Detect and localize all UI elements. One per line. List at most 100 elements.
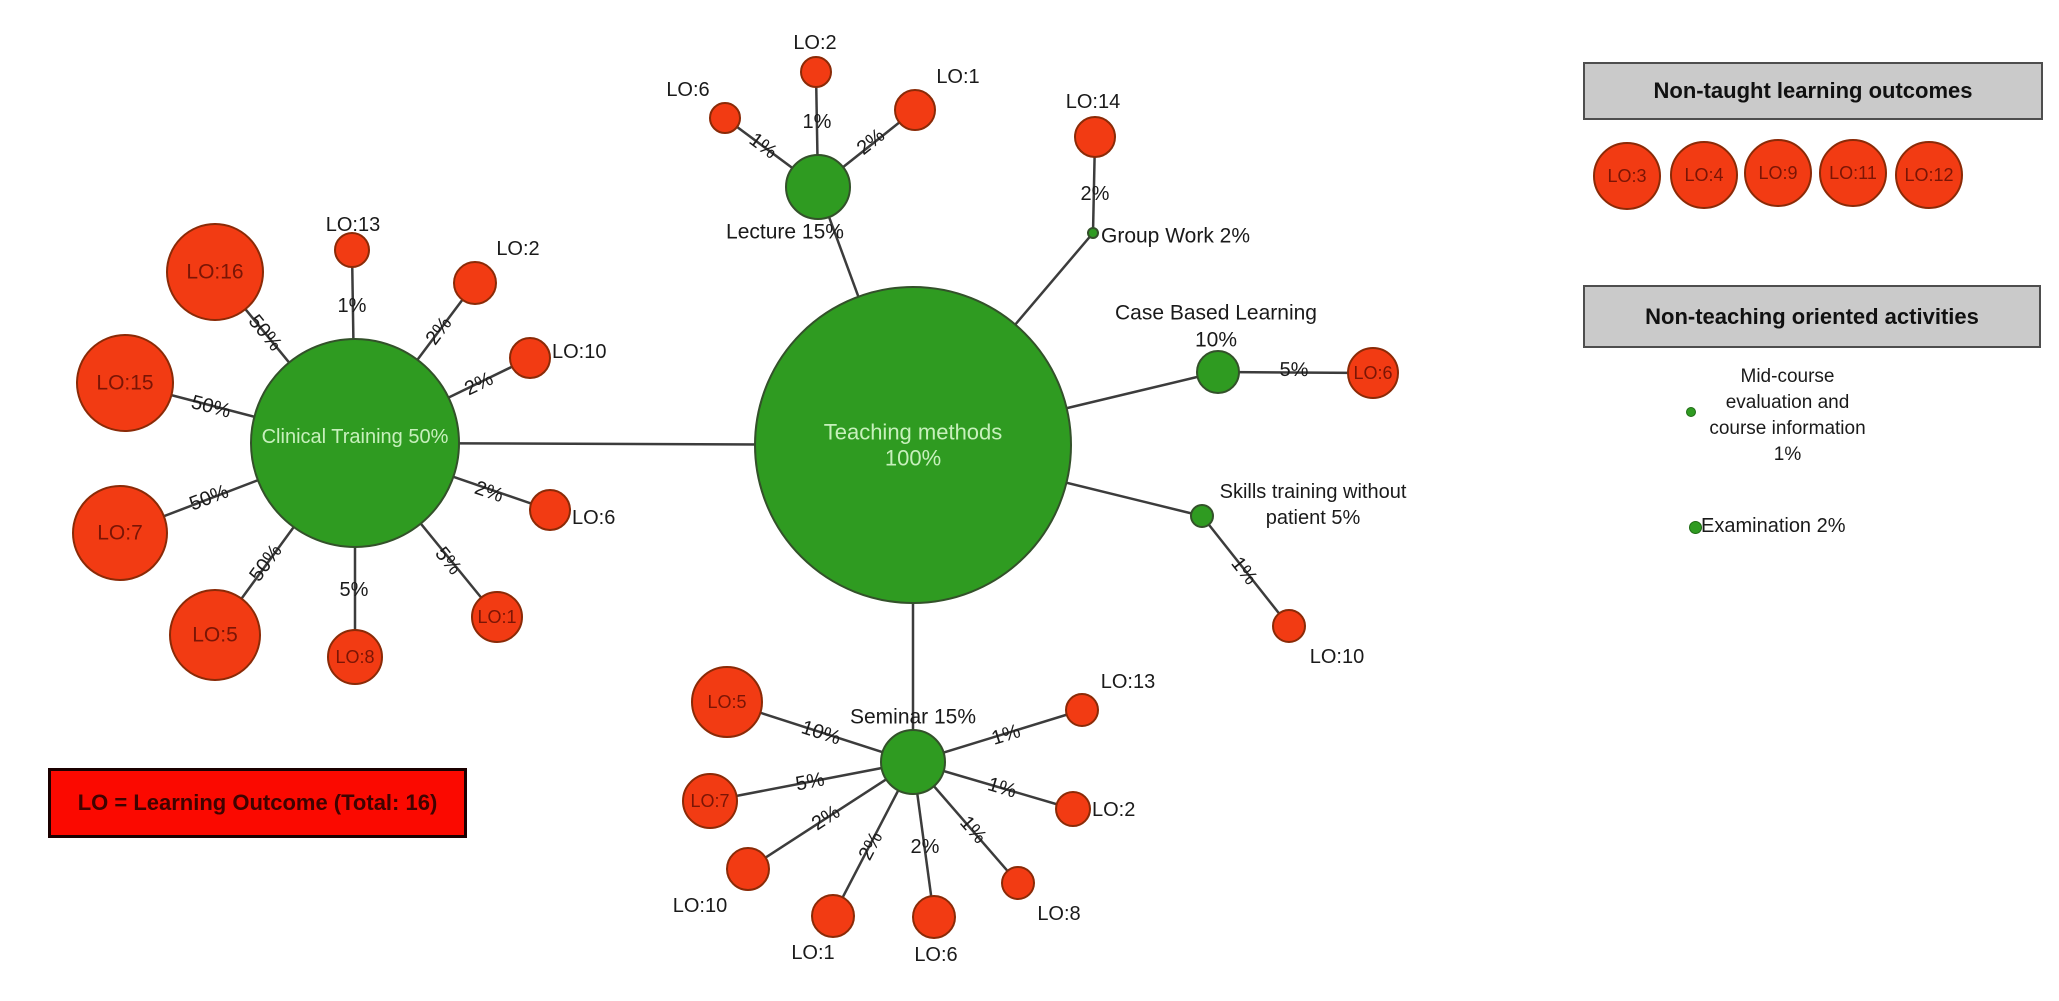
edge-percent-label-lecture-lec-lo2: 1%: [803, 111, 832, 133]
node-label-seminar: Seminar 15%: [850, 706, 976, 729]
non-teaching-activities-header: Non-teaching oriented activities: [1583, 285, 2041, 348]
node-lec-lo2: [800, 56, 832, 88]
edge-percent-label-groupwork-gw-lo14: 2%: [1081, 183, 1110, 205]
node-label-lec-lo6: LO:6: [666, 79, 709, 101]
node-cl-lo7: [72, 485, 168, 581]
node-nt-lo11: [1819, 139, 1887, 207]
edge-percent-label-clinical-cl-lo2: 2%: [422, 313, 457, 349]
node-label-cl-lo6: LO:6: [572, 507, 615, 529]
node-label-cbl-lo6: LO:6: [1353, 363, 1392, 383]
edge-percent-label-seminar-sem-lo2: 1%: [985, 773, 1019, 802]
node-label-sem-lo5: LO:5: [707, 692, 746, 712]
node-label-cl-lo5: LO:5: [192, 624, 238, 647]
mid-course-evaluation-label: Mid-course evaluation and course informa…: [1709, 366, 1866, 465]
node-label-sem-lo8: LO:8: [1037, 903, 1080, 925]
edge-percent-label-seminar-sem-lo7: 5%: [794, 768, 827, 795]
node-nt-lo9: [1744, 139, 1812, 207]
node-label-lecture: Lecture 15%: [726, 221, 844, 244]
node-label-skills: patient 5%: [1266, 507, 1361, 529]
edge-percent-label-clinical-cl-lo15: 50%: [189, 391, 233, 422]
node-nt-lo3: [1593, 142, 1661, 210]
node-label-sem-lo7: LO:7: [690, 791, 729, 811]
node-clinical: [250, 338, 460, 548]
examination-label: Examination 2%: [1701, 515, 1846, 537]
node-label-nt-lo9: LO:9: [1758, 163, 1797, 183]
node-nt-lo4: [1670, 141, 1738, 209]
node-label-cl-lo10: LO:10: [552, 341, 606, 363]
node-label-cl-lo16: LO:16: [186, 261, 243, 284]
node-seminar: [880, 729, 946, 795]
node-label-lec-lo1: LO:1: [936, 66, 979, 88]
node-label-clinical: Clinical Training 50%: [262, 426, 449, 448]
node-label-cl-lo8: LO:8: [335, 647, 374, 667]
edge-percent-label-seminar-sem-lo1: 2%: [855, 828, 888, 864]
node-cl-lo16: [166, 223, 264, 321]
node-label-cl-lo2: LO:2: [496, 238, 539, 260]
edge-percent-label-lecture-lec-lo6: 1%: [745, 129, 781, 164]
node-lec-lo1: [894, 89, 936, 131]
node-cl-lo5: [169, 589, 261, 681]
edge-seminar-sem-lo7: [709, 760, 914, 803]
edge-percent-label-cbl-cbl-lo6: 5%: [1279, 359, 1308, 381]
edge-percent-label-seminar-sem-lo5: 10%: [799, 716, 844, 749]
node-label-cbl: 10%: [1195, 329, 1237, 352]
node-label-cl-lo1: LO:1: [477, 607, 516, 627]
node-label-nt-lo3: LO:3: [1607, 166, 1646, 186]
edge-percent-label-seminar-sem-lo13: 1%: [989, 720, 1023, 750]
node-label-sem-lo1: LO:1: [791, 942, 834, 964]
node-label-nt-lo11: LO:11: [1829, 163, 1877, 183]
node-sem-lo5: [691, 666, 763, 738]
node-label-sem-lo2: LO:2: [1092, 799, 1135, 821]
mid-course-bullet-dot-icon: [1686, 407, 1696, 417]
node-lecture: [785, 154, 851, 220]
node-cl-lo15: [76, 334, 174, 432]
node-label-gw-lo14: LO:14: [1066, 91, 1120, 113]
node-skills: [1190, 504, 1214, 528]
node-sem-lo13: [1065, 693, 1099, 727]
edge-percent-label-clinical-cl-lo16: 50%: [244, 311, 287, 356]
node-label-nt-lo4: LO:4: [1684, 165, 1723, 185]
node-label-cl-lo15: LO:15: [96, 372, 153, 395]
node-label-sem-lo6: LO:6: [914, 944, 957, 966]
node-label-lec-lo2: LO:2: [793, 32, 836, 54]
node-cl-lo13: [334, 232, 370, 268]
node-sk-lo10: [1272, 609, 1306, 643]
node-cl-lo1: [471, 591, 523, 643]
edge-skills-sk-lo10: [1201, 515, 1290, 627]
non-taught-outcomes-header: Non-taught learning outcomes: [1583, 62, 2043, 120]
edge-percent-label-clinical-cl-lo7: 50%: [186, 480, 231, 515]
node-label-groupwork: Group Work 2%: [1101, 225, 1250, 248]
node-label-sem-lo13: LO:13: [1101, 671, 1155, 693]
node-sem-lo10: [726, 847, 770, 891]
node-sem-lo6: [912, 895, 956, 939]
node-label-teaching: 100%: [885, 446, 941, 471]
node-cl-lo2: [453, 261, 497, 305]
node-cl-lo8: [327, 629, 383, 685]
edge-percent-label-clinical-cl-lo8: 5%: [340, 579, 369, 601]
node-cbl: [1196, 350, 1240, 394]
node-cbl-lo6: [1347, 347, 1399, 399]
examination-bullet-dot-icon: [1689, 521, 1702, 534]
node-label-cl-lo7: LO:7: [97, 522, 143, 545]
node-cl-lo10: [509, 337, 551, 379]
edge-percent-label-clinical-cl-lo10: 2%: [461, 368, 497, 401]
edge-percent-label-seminar-sem-lo10: 2%: [808, 801, 844, 835]
node-sem-lo8: [1001, 866, 1035, 900]
node-sem-lo7: [682, 773, 738, 829]
edge-percent-label-seminar-sem-lo6: 2%: [911, 836, 940, 858]
node-label-skills: Skills training without: [1220, 481, 1407, 503]
edge-percent-label-clinical-cl-lo6: 2%: [472, 477, 507, 507]
node-sem-lo1: [811, 894, 855, 938]
node-teaching: [754, 286, 1072, 604]
node-label-teaching: Teaching methods: [824, 420, 1003, 445]
node-sem-lo2: [1055, 791, 1091, 827]
node-nt-lo12: [1895, 141, 1963, 209]
node-label-cl-lo13: LO:13: [326, 214, 380, 236]
node-label-cbl: Case Based Learning: [1115, 302, 1317, 325]
edge-percent-label-clinical-cl-lo13: 1%: [338, 295, 367, 317]
node-label-sk-lo10: LO:10: [1310, 646, 1364, 668]
node-label-nt-lo12: LO:12: [1904, 165, 1953, 185]
node-gw-lo14: [1074, 116, 1116, 158]
